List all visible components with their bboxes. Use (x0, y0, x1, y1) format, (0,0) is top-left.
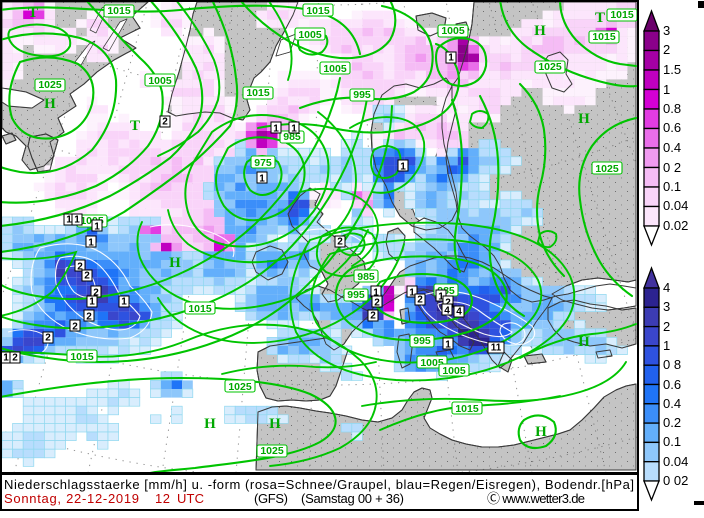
svg-text:1015: 1015 (610, 9, 634, 21)
svg-text:1: 1 (445, 340, 451, 351)
svg-text:3: 3 (663, 299, 670, 314)
svg-text:1: 1 (88, 238, 94, 249)
svg-text:975: 975 (254, 157, 272, 169)
svg-text:12: 12 (155, 491, 170, 506)
svg-text:2: 2 (374, 298, 380, 309)
svg-text:2: 2 (663, 319, 670, 334)
svg-text:UTC: UTC (177, 491, 204, 506)
svg-text:T: T (28, 5, 38, 21)
svg-text:1015: 1015 (455, 403, 479, 415)
svg-text:2: 2 (663, 42, 670, 57)
svg-text:1: 1 (121, 297, 127, 308)
svg-text:1: 1 (400, 162, 406, 173)
svg-text:1: 1 (409, 288, 415, 299)
svg-text:1015: 1015 (188, 303, 212, 315)
svg-text:Ⓒ www.wetter3.de: Ⓒ www.wetter3.de (487, 491, 585, 506)
svg-text:1: 1 (273, 124, 279, 135)
svg-text:1: 1 (663, 82, 670, 97)
svg-text:2: 2 (417, 295, 423, 306)
svg-text:0 8: 0 8 (663, 357, 681, 372)
svg-text:1: 1 (3, 353, 9, 364)
svg-text:4: 4 (663, 280, 670, 295)
svg-text:985: 985 (357, 271, 375, 283)
svg-text:1.5: 1.5 (663, 62, 681, 77)
svg-text:1025: 1025 (595, 163, 619, 175)
svg-text:Sonntag, 22-12-2019: Sonntag, 22-12-2019 (4, 491, 139, 506)
svg-text:0.04: 0.04 (663, 198, 688, 213)
svg-text:2: 2 (162, 117, 168, 128)
svg-text:1005: 1005 (323, 63, 347, 75)
svg-text:2: 2 (86, 312, 92, 323)
svg-text:0.1: 0.1 (663, 179, 681, 194)
svg-text:2: 2 (445, 298, 451, 309)
svg-text:1005: 1005 (420, 357, 444, 369)
svg-text:H: H (535, 424, 547, 440)
svg-text:1: 1 (66, 215, 72, 226)
svg-text:3: 3 (663, 23, 670, 38)
svg-text:0.6: 0.6 (663, 377, 681, 392)
svg-text:1025: 1025 (260, 445, 284, 457)
svg-text:1005: 1005 (441, 25, 465, 37)
svg-text:0.4: 0.4 (663, 396, 681, 411)
svg-text:H: H (169, 255, 181, 271)
svg-text:H: H (578, 111, 590, 127)
svg-text:995: 995 (353, 89, 371, 101)
svg-text:H: H (269, 416, 281, 432)
svg-text:2: 2 (337, 237, 343, 248)
svg-text:1: 1 (259, 174, 265, 185)
svg-text:1025: 1025 (228, 381, 252, 393)
svg-text:0.4: 0.4 (663, 140, 681, 155)
svg-text:2: 2 (45, 333, 51, 344)
svg-text:4: 4 (456, 307, 462, 318)
svg-text:1015: 1015 (592, 31, 616, 43)
svg-text:1: 1 (663, 338, 670, 353)
svg-text:(GFS): (GFS) (254, 491, 288, 506)
svg-text:1015: 1015 (246, 87, 270, 99)
svg-text:2: 2 (12, 353, 18, 364)
svg-text:1005: 1005 (148, 75, 172, 87)
svg-text:(Samstag 00 + 36): (Samstag 00 + 36) (301, 491, 404, 506)
svg-text:0.02: 0.02 (663, 218, 688, 233)
svg-text:H: H (204, 416, 216, 432)
svg-text:0.2: 0.2 (663, 415, 681, 430)
svg-text:995: 995 (413, 335, 431, 347)
svg-text:985: 985 (283, 131, 301, 143)
svg-text:1015: 1015 (70, 351, 94, 363)
svg-text:2: 2 (77, 262, 83, 273)
svg-text:1: 1 (291, 124, 297, 135)
svg-text:T: T (595, 10, 605, 26)
svg-text:2: 2 (93, 288, 99, 299)
svg-text:2: 2 (370, 311, 376, 322)
svg-text:0.8: 0.8 (663, 101, 681, 116)
svg-text:1005: 1005 (298, 29, 322, 41)
svg-text:0.04: 0.04 (663, 454, 688, 469)
svg-text:1015: 1015 (107, 5, 131, 17)
svg-text:1: 1 (74, 215, 80, 226)
svg-text:1025: 1025 (538, 61, 562, 73)
svg-text:11: 11 (491, 343, 502, 354)
svg-text:1: 1 (89, 297, 95, 308)
svg-text:H: H (44, 96, 56, 112)
svg-text:1015: 1015 (306, 5, 330, 17)
svg-text:4: 4 (444, 306, 450, 317)
svg-text:1: 1 (373, 288, 379, 299)
svg-text:0.1: 0.1 (663, 434, 681, 449)
svg-text:H: H (578, 334, 590, 350)
svg-text:1: 1 (448, 53, 454, 64)
svg-text:T: T (130, 118, 140, 134)
svg-text:2: 2 (72, 322, 78, 333)
svg-text:1005: 1005 (442, 365, 466, 377)
svg-text:2: 2 (84, 271, 90, 282)
svg-text:H: H (534, 23, 546, 39)
svg-text:1025: 1025 (38, 79, 62, 91)
svg-text:1: 1 (94, 222, 100, 233)
svg-text:0 02: 0 02 (663, 473, 688, 488)
svg-text:Niederschlagsstaerke [mm/h] u.: Niederschlagsstaerke [mm/h] u. -form (ro… (4, 477, 634, 492)
svg-text:0 2: 0 2 (663, 160, 681, 175)
svg-text:1: 1 (438, 292, 444, 303)
svg-text:0.6: 0.6 (663, 120, 681, 135)
svg-text:995: 995 (347, 289, 365, 301)
